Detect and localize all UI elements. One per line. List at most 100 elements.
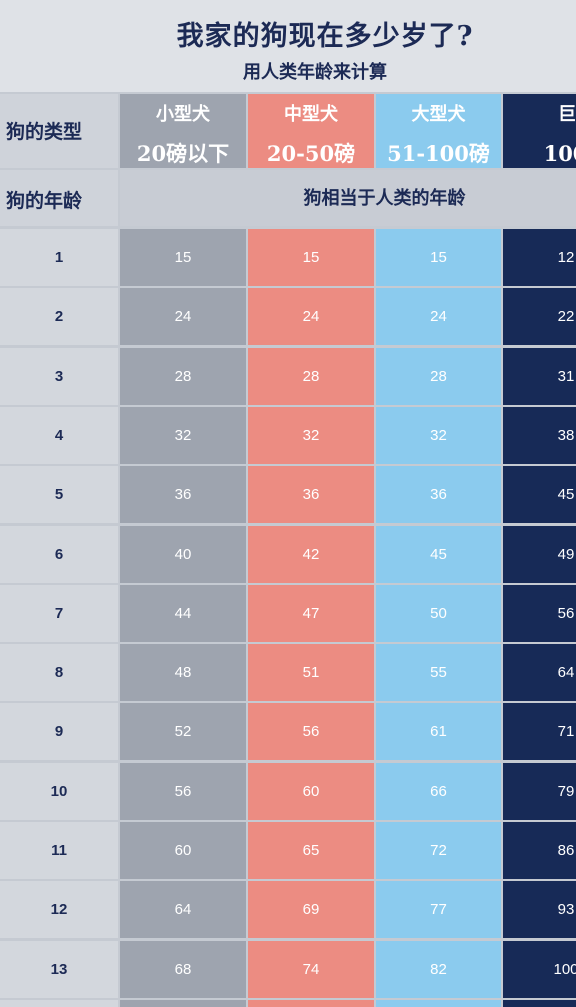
dog-age-cell: 6: [0, 526, 118, 583]
human-age-cell: 36: [248, 466, 374, 523]
human-age-value: 24: [430, 308, 447, 325]
human-age-value: 56: [302, 723, 320, 740]
human-age-cell: 68: [120, 941, 246, 998]
human-age-value: 32: [302, 427, 320, 444]
human-age-value: 38: [557, 427, 575, 444]
dog-age-cell: 10: [0, 763, 118, 820]
human-age-value: 65: [302, 842, 320, 859]
dog-age-label-cell: 狗的年龄: [0, 170, 118, 226]
human-age-cell: 15: [248, 229, 374, 286]
human-age-cell: 60: [248, 763, 374, 820]
page-title: 我家的狗现在多少岁了?: [176, 21, 474, 52]
human-age-cell: 82: [376, 941, 501, 998]
human-age-cell: 60: [120, 822, 246, 879]
human-age-value: 51: [302, 664, 320, 681]
human-age-value: 24: [302, 308, 320, 325]
title-banner: 我家的狗现在多少岁了? 用人类年龄来计算: [0, 0, 576, 92]
human-age-cell: 24: [248, 288, 374, 345]
column-name: 中型犬: [284, 104, 338, 125]
human-age-value: 31: [557, 368, 575, 385]
equivalent-age-header: 狗相当于人类的年龄: [120, 170, 576, 226]
column-name: 巨型: [558, 104, 576, 125]
human-age-cell: 56: [120, 763, 246, 820]
human-age-cell: 55: [376, 644, 501, 701]
dog-age-cell: 12: [0, 881, 118, 938]
dog-age-cell: 9: [0, 703, 118, 760]
human-age-value: 24: [174, 308, 192, 325]
human-age-value: 100: [553, 961, 576, 978]
column-weight: 20磅以下: [136, 141, 230, 166]
dog-age-cell: 4: [0, 407, 118, 464]
human-age-value: 56: [557, 605, 575, 622]
dog-age-cell: 1: [0, 229, 118, 286]
human-age-value: 28: [302, 368, 320, 385]
page-subtitle: 用人类年龄来计算: [243, 62, 387, 83]
column-header: 巨型 100磅: [503, 94, 576, 168]
dog-age-cell: 11: [0, 822, 118, 879]
human-age-cell: 36: [376, 466, 501, 523]
dog-type-label-cell: 狗的类型: [0, 94, 118, 168]
human-age-value: 64: [557, 664, 575, 681]
human-age-cell: 72: [376, 822, 501, 879]
human-age-value: 55: [430, 664, 447, 681]
dog-age-cell: 7: [0, 585, 118, 642]
human-age-cell: [120, 1000, 246, 1007]
human-age-value: 93: [557, 901, 575, 918]
human-age-cell: 32: [248, 407, 374, 464]
human-age-cell: 42: [248, 526, 374, 583]
dog-age-cell: 2: [0, 288, 118, 345]
human-age-value: 12: [557, 249, 575, 266]
human-age-cell: 50: [376, 585, 501, 642]
human-age-cell: 51: [248, 644, 374, 701]
human-age-value: 50: [430, 605, 447, 622]
human-age-value: 47: [302, 605, 320, 622]
human-age-cell: 65: [248, 822, 374, 879]
human-age-cell: [248, 1000, 374, 1007]
human-age-value: 64: [174, 901, 192, 918]
column-weight: 20-50磅: [266, 141, 356, 166]
human-age-value: 72: [430, 842, 447, 859]
human-age-value: 40: [174, 546, 192, 563]
column-name: 大型犬: [411, 104, 466, 125]
human-age-cell: 64: [503, 644, 576, 701]
dog-type-label: 狗的类型: [6, 121, 83, 143]
human-age-value: 15: [174, 249, 192, 266]
equivalent-age-label: 狗相当于人类的年龄: [303, 188, 466, 209]
dog-age-cell: 8: [0, 644, 118, 701]
human-age-cell: 74: [248, 941, 374, 998]
human-age-cell: 15: [376, 229, 501, 286]
human-age-value: 15: [302, 249, 320, 266]
human-age-value: 52: [174, 723, 192, 740]
column-weight: 100磅: [543, 141, 576, 166]
human-age-cell: 38: [503, 407, 576, 464]
human-age-value: 60: [302, 783, 320, 800]
human-age-cell: 28: [248, 348, 374, 405]
human-age-value: 74: [302, 961, 320, 978]
human-age-cell: 48: [120, 644, 246, 701]
human-age-cell: 44: [120, 585, 246, 642]
human-age-cell: 40: [120, 526, 246, 583]
human-age-cell: [503, 1000, 576, 1007]
column-header: 中型犬 20-50磅: [248, 94, 374, 168]
human-age-cell: 32: [120, 407, 246, 464]
human-age-cell: 12: [503, 229, 576, 286]
human-age-value: 71: [557, 723, 575, 740]
human-age-cell: 31: [503, 348, 576, 405]
human-age-cell: 77: [376, 881, 501, 938]
dog-age-cell: 13: [0, 941, 118, 998]
column-header: 大型犬 51-100磅: [376, 94, 501, 168]
dog-age-cell: 3: [0, 348, 118, 405]
human-age-cell: 52: [120, 703, 246, 760]
human-age-cell: 79: [503, 763, 576, 820]
human-age-value: 42: [302, 546, 320, 563]
human-age-cell: 56: [248, 703, 374, 760]
human-age-cell: 47: [248, 585, 374, 642]
human-age-value: 32: [174, 427, 192, 444]
human-age-cell: 15: [120, 229, 246, 286]
human-age-value: 15: [430, 249, 447, 266]
dog-age-cell: 5: [0, 466, 118, 523]
human-age-cell: [376, 1000, 501, 1007]
human-age-cell: 45: [376, 526, 501, 583]
human-age-value: 44: [174, 605, 192, 622]
human-age-value: 82: [430, 961, 447, 978]
